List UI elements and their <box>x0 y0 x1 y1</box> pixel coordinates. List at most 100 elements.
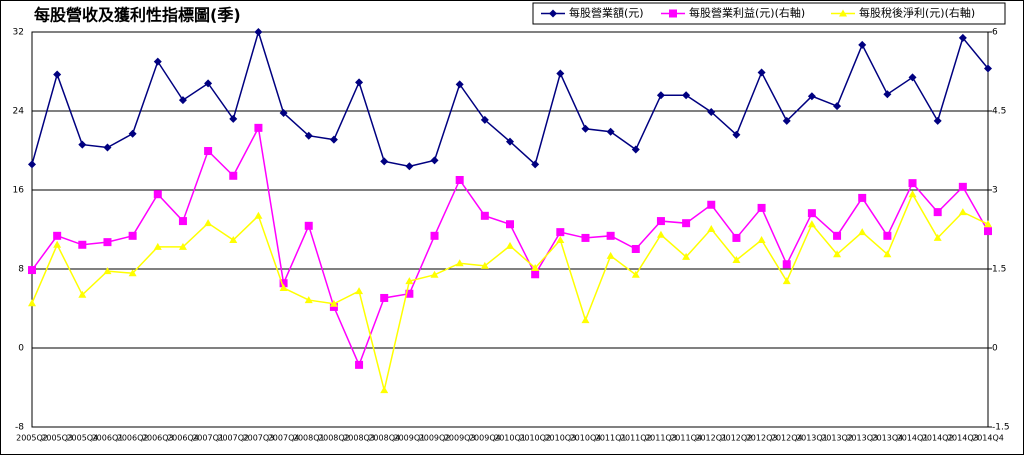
marker <box>304 131 313 140</box>
marker <box>782 277 791 285</box>
y-tick-label: 8 <box>18 265 24 275</box>
legend-label: 每股營業利益(元)(右軸) <box>689 6 805 20</box>
marker <box>480 261 489 269</box>
marker <box>455 80 464 89</box>
marker <box>933 116 942 125</box>
x-tick-label: 2011Q2 <box>620 434 652 443</box>
marker <box>430 156 439 165</box>
x-tick-label: 2011Q1 <box>595 434 627 443</box>
marker <box>304 296 313 304</box>
marker <box>757 236 766 244</box>
y2-tick-label: 4.5 <box>992 107 1006 117</box>
chart-title: 每股營收及獲利性指標圖(季) <box>34 6 241 25</box>
marker <box>958 182 967 191</box>
marker <box>103 267 112 275</box>
marker <box>908 179 917 188</box>
marker <box>103 238 112 247</box>
marker <box>858 40 867 49</box>
marker <box>229 114 238 123</box>
marker <box>556 69 565 78</box>
x-tick-label: 2010Q3 <box>544 434 576 443</box>
marker <box>329 302 338 311</box>
y2-tick-label: 3 <box>992 186 998 196</box>
marker <box>631 270 640 278</box>
marker <box>656 91 665 100</box>
marker <box>405 162 414 171</box>
marker <box>279 279 288 288</box>
marker <box>128 231 137 240</box>
marker <box>807 209 816 218</box>
marker <box>430 231 439 240</box>
x-tick-label: 2014Q3 <box>947 434 979 443</box>
x-tick-label: 2008Q1 <box>293 434 325 443</box>
x-tick-label: 2009Q4 <box>469 434 501 443</box>
marker <box>28 160 36 169</box>
x-tick-label: 2005Q3 <box>41 434 73 443</box>
marker <box>506 241 514 249</box>
marker <box>153 190 162 199</box>
marker <box>204 147 213 156</box>
marker <box>807 92 816 101</box>
marker <box>254 211 263 219</box>
y2-tick-label: 0 <box>992 344 998 354</box>
x-tick-label: 2010Q2 <box>519 434 551 443</box>
marker <box>883 231 892 240</box>
x-tick-label: 2009Q3 <box>444 434 476 443</box>
y-tick-label: 0 <box>18 344 24 354</box>
marker <box>78 290 87 298</box>
marker <box>28 299 36 307</box>
marker <box>883 250 892 258</box>
x-tick-label: 2005Q2 <box>16 434 48 443</box>
marker <box>732 130 741 139</box>
marker <box>631 244 640 253</box>
x-tick-label: 2008Q2 <box>318 434 350 443</box>
marker <box>958 33 967 42</box>
marker <box>355 287 364 295</box>
marker <box>732 256 741 264</box>
marker <box>128 129 137 138</box>
marker <box>430 270 439 278</box>
marker <box>480 115 489 124</box>
x-tick-label: 2006Q3 <box>142 434 174 443</box>
marker <box>204 219 213 227</box>
x-tick-label: 2009Q1 <box>393 434 425 443</box>
marker <box>757 203 766 212</box>
marker <box>455 175 464 184</box>
marker <box>279 283 288 291</box>
marker <box>455 259 464 267</box>
marker <box>103 143 112 152</box>
x-tick-label: 2014Q4 <box>972 434 1004 443</box>
marker <box>606 251 615 259</box>
y-tick-label: 16 <box>13 186 25 196</box>
marker <box>329 135 338 144</box>
marker <box>782 260 791 269</box>
legend-label: 每股稅後淨利(元)(右軸) <box>859 6 975 20</box>
marker <box>53 240 62 248</box>
x-tick-label: 2012Q3 <box>746 434 778 443</box>
marker <box>556 228 565 237</box>
marker <box>858 193 867 202</box>
marker <box>506 137 514 146</box>
y2-tick-label: 1.5 <box>992 265 1006 275</box>
x-tick-label: 2013Q4 <box>871 434 903 443</box>
x-tick-label: 2010Q1 <box>494 434 526 443</box>
marker <box>355 78 364 87</box>
marker <box>178 242 187 250</box>
marker <box>707 200 716 209</box>
x-tick-label: 2006Q1 <box>92 434 124 443</box>
marker <box>204 79 213 88</box>
x-tick-label: 2006Q2 <box>117 434 149 443</box>
marker <box>254 123 263 132</box>
marker <box>581 124 590 133</box>
x-tick-label: 2014Q2 <box>922 434 954 443</box>
marker <box>380 386 389 394</box>
marker <box>329 299 338 307</box>
x-tick-label: 2013Q1 <box>796 434 828 443</box>
marker <box>606 127 615 136</box>
marker <box>833 102 842 111</box>
plot-area <box>31 31 989 428</box>
marker <box>807 220 816 228</box>
marker <box>682 91 691 100</box>
marker <box>254 28 263 36</box>
